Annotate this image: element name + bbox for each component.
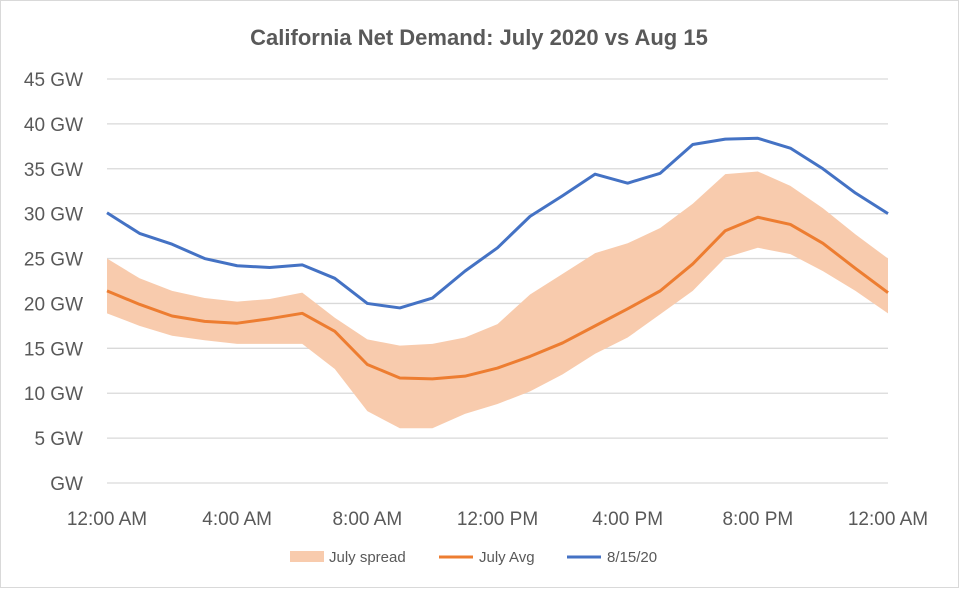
y-tick-label: 5 GW: [34, 429, 83, 450]
y-tick-label: 15 GW: [24, 339, 83, 360]
gridlines: [107, 78, 888, 484]
x-tick-label: 12:00 AM: [67, 509, 147, 530]
chart-title: California Net Demand: July 2020 vs Aug …: [250, 25, 708, 50]
y-axis-labels: GW 5 GW 10 GW 15 GW 20 GW 25 GW 30 GW 35 GW 40 G…: [24, 70, 83, 495]
aug-15-line: [106, 136, 889, 310]
y-tick-label: 10 GW: [24, 384, 83, 405]
legend-swatch-july-spread: [290, 551, 324, 562]
y-tick-label: 25 GW: [24, 250, 83, 271]
x-tick-label: 4:00 PM: [592, 509, 663, 530]
x-tick-label: 4:00 AM: [202, 509, 272, 530]
y-tick-label: 20 GW: [24, 294, 83, 315]
y-tick-label: 45 GW: [24, 70, 83, 91]
legend-label-8-15-20: 8/15/20: [607, 549, 657, 566]
july-spread-band: [107, 171, 888, 429]
y-tick-label: GW: [50, 474, 83, 495]
y-tick-label: 30 GW: [24, 205, 83, 226]
x-tick-label: 12:00 PM: [457, 509, 538, 530]
legend: July spread July Avg 8/15/20: [290, 549, 657, 566]
legend-label-july-spread: July spread: [329, 549, 406, 566]
x-axis-labels: 12:00 AM 4:00 AM 8:00 AM 12:00 PM 4:00 PM 8:0…: [67, 509, 928, 530]
july-avg-line: [106, 215, 889, 381]
y-tick-label: 40 GW: [24, 115, 83, 136]
y-tick-label: 35 GW: [24, 160, 83, 181]
plot-area: [106, 136, 889, 429]
x-tick-label: 8:00 AM: [332, 509, 402, 530]
x-tick-label: 8:00 PM: [722, 509, 793, 530]
legend-label-july-avg: July Avg: [479, 549, 535, 566]
x-tick-label: 12:00 AM: [848, 509, 928, 530]
